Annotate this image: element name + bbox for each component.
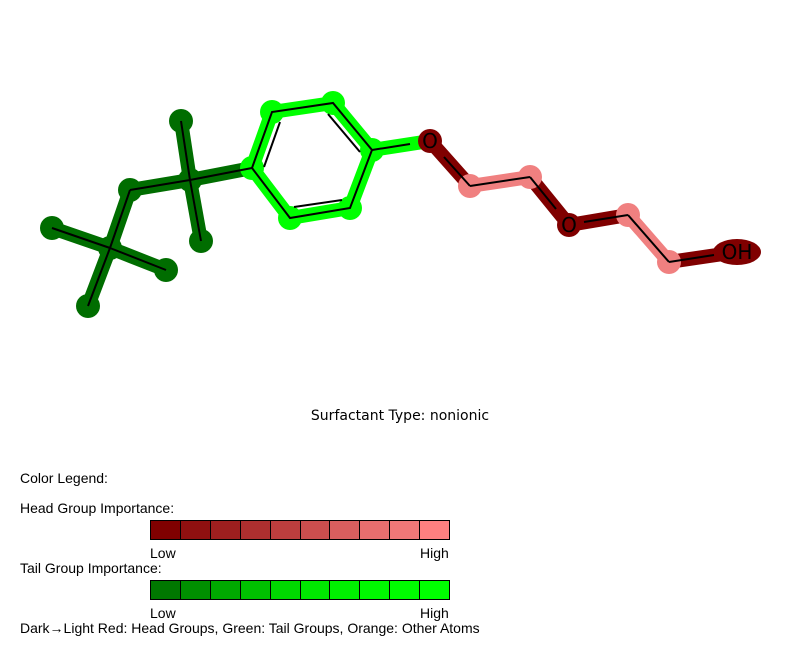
- oxygen-label: O: [561, 213, 577, 237]
- molecule-structure: O O OH: [40, 91, 761, 318]
- tail-color-swatch: [210, 581, 241, 599]
- bond-lines: [51, 101, 715, 307]
- head-low-label: Low: [150, 545, 176, 561]
- oxygen-label: O: [422, 129, 438, 153]
- head-color-swatch: [210, 521, 241, 539]
- head-color-swatch: [390, 521, 421, 539]
- head-color-swatch: [330, 521, 361, 539]
- surfactant-type-caption: Surfactant Type: nonionic: [310, 408, 490, 424]
- head-atom: [557, 213, 581, 237]
- head-high-label: High: [420, 545, 449, 561]
- head-color-swatch: [151, 521, 181, 539]
- head-color-swatch: [360, 521, 391, 539]
- head-color-swatch: [300, 521, 331, 539]
- tail-color-swatch: [180, 581, 211, 599]
- tail-legend-label: Tail Group Importance:: [20, 560, 162, 576]
- legend-title: Color Legend:: [20, 470, 108, 486]
- tail-color-swatch: [390, 581, 421, 599]
- bond-highlights: [45, 96, 744, 313]
- head-color-swatch: [420, 521, 450, 539]
- head-color-swatch: [240, 521, 271, 539]
- tail-low-label: Low: [150, 605, 176, 621]
- head-atom: [713, 239, 761, 265]
- head-legend-label: Head Group Importance:: [20, 500, 175, 516]
- tail-color-swatch: [420, 581, 450, 599]
- head-atom: [418, 129, 442, 153]
- hydroxyl-label: OH: [722, 240, 753, 264]
- legend-footnote: Dark→Light Red: Head Groups, Green: Tail…: [20, 620, 480, 636]
- head-colorbar: [150, 520, 450, 540]
- tail-high-label: High: [420, 605, 449, 621]
- tail-color-swatch: [151, 581, 181, 599]
- head-color-swatch: [270, 521, 301, 539]
- atom-highlights: [40, 91, 761, 318]
- tail-color-swatch: [240, 581, 271, 599]
- tail-color-swatch: [360, 581, 391, 599]
- tail-color-swatch: [270, 581, 301, 599]
- tail-color-swatch: [330, 581, 361, 599]
- tail-color-swatch: [300, 581, 331, 599]
- head-color-swatch: [180, 521, 211, 539]
- tail-colorbar: [150, 580, 450, 600]
